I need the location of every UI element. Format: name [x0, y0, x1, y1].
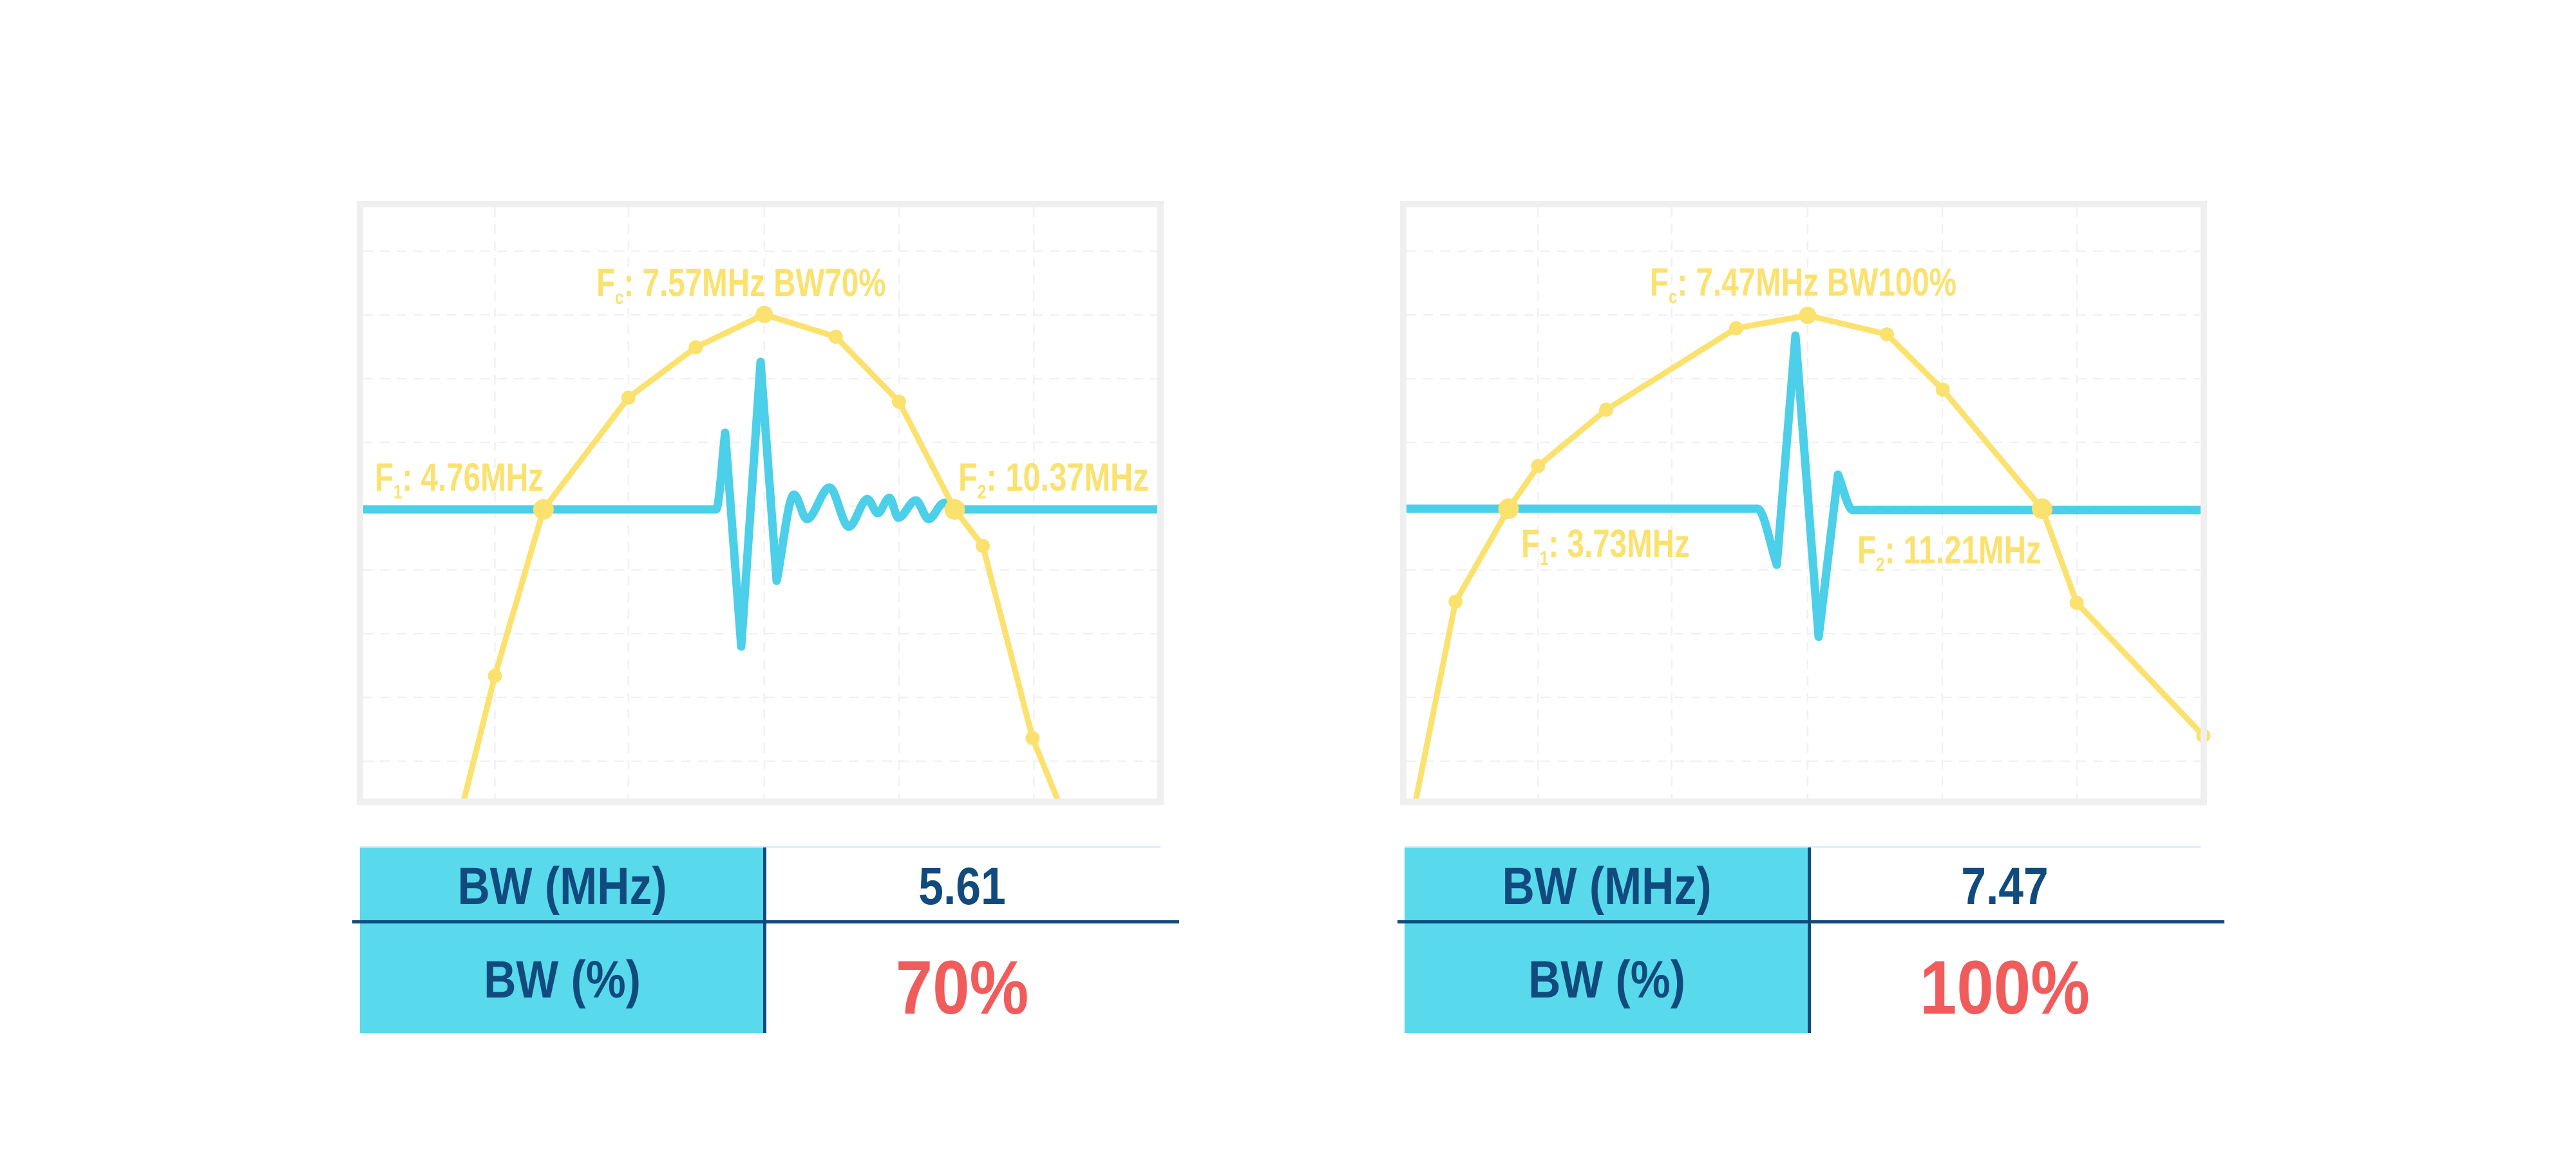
svg-text:BW (MHz): BW (MHz)	[1502, 857, 1711, 916]
svg-text:7.47: 7.47	[1961, 857, 2049, 916]
svg-text:70%: 70%	[896, 946, 1029, 1030]
svg-text:BW (%): BW (%)	[1528, 951, 1685, 1010]
svg-text:F2: 11.21MHz: F2: 11.21MHz	[1857, 527, 2041, 575]
svg-text:F2: 10.37MHz: F2: 10.37MHz	[958, 455, 1149, 503]
svg-text:Fc: 7.57MHz BW70%: Fc: 7.57MHz BW70%	[596, 260, 886, 308]
svg-text:BW (MHz): BW (MHz)	[457, 857, 667, 916]
svg-text:Fc: 7.47MHz BW100%: Fc: 7.47MHz BW100%	[1650, 260, 1956, 307]
svg-text:BW (%): BW (%)	[484, 951, 641, 1010]
svg-text:100%: 100%	[1920, 946, 2090, 1030]
svg-text:5.61: 5.61	[918, 857, 1006, 916]
svg-text:F1: 3.73MHz: F1: 3.73MHz	[1521, 521, 1690, 569]
svg-text:F1: 4.76MHz: F1: 4.76MHz	[375, 455, 544, 502]
